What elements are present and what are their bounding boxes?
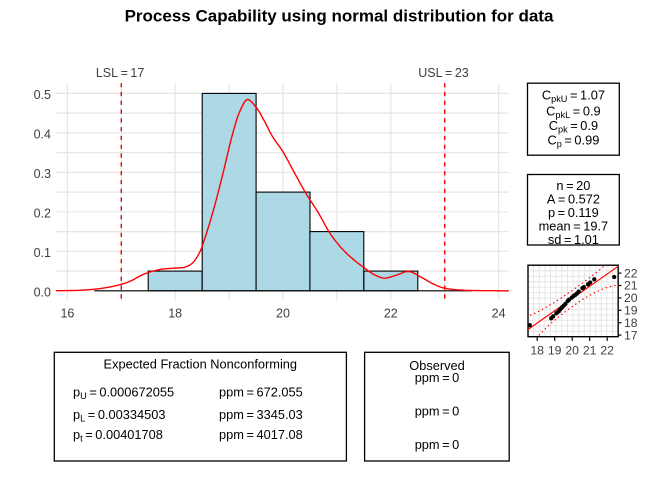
svg-text:0.1: 0.1 [34, 246, 51, 260]
svg-text:18: 18 [530, 343, 544, 357]
svg-text:A = 0.572: A = 0.572 [547, 192, 600, 207]
svg-text:ppm = 4017.08: ppm = 4017.08 [219, 427, 303, 442]
svg-text:ppm = 0: ppm = 0 [415, 370, 460, 385]
svg-text:Cp = 0.99: Cp = 0.99 [547, 132, 599, 149]
svg-text:ppm = 0: ppm = 0 [415, 437, 460, 452]
svg-text:0.3: 0.3 [34, 167, 51, 181]
svg-text:16: 16 [60, 307, 74, 321]
svg-text:ppm = 672.055: ppm = 672.055 [219, 384, 303, 399]
svg-text:22: 22 [384, 307, 398, 321]
svg-text:sd = 1.01: sd = 1.01 [548, 232, 599, 247]
svg-text:pU = 0.000672055: pU = 0.000672055 [73, 384, 174, 401]
svg-text:20: 20 [624, 291, 638, 305]
svg-text:ppm = 3345.03: ppm = 3345.03 [219, 407, 303, 422]
svg-text:Expected Fraction Nonconformin: Expected Fraction Nonconforming [104, 357, 297, 372]
svg-text:USL = 23: USL = 23 [418, 66, 469, 80]
svg-text:p = 0.119: p = 0.119 [548, 205, 599, 220]
svg-text:22: 22 [600, 343, 614, 357]
svg-text:21: 21 [583, 343, 597, 357]
svg-text:pL = 0.00334503: pL = 0.00334503 [73, 407, 165, 424]
svg-text:19: 19 [548, 343, 562, 357]
svg-text:21: 21 [624, 279, 638, 293]
svg-text:n = 20: n = 20 [556, 178, 590, 193]
svg-text:pt = 0.00401708: pt = 0.00401708 [73, 427, 163, 444]
svg-text:20: 20 [565, 343, 579, 357]
svg-text:LSL = 17: LSL = 17 [96, 66, 144, 80]
svg-text:0.2: 0.2 [34, 206, 51, 220]
svg-text:Process Capability using norma: Process Capability using normal distribu… [125, 7, 554, 26]
svg-text:18: 18 [168, 307, 182, 321]
svg-text:0.5: 0.5 [34, 88, 51, 102]
svg-text:mean = 19.7: mean = 19.7 [539, 219, 609, 234]
svg-text:24: 24 [492, 307, 506, 321]
svg-text:0.4: 0.4 [34, 127, 51, 141]
svg-text:0.0: 0.0 [34, 285, 51, 299]
svg-text:Observed: Observed [409, 358, 464, 373]
svg-text:20: 20 [276, 307, 290, 321]
svg-text:19: 19 [624, 304, 638, 318]
svg-text:22: 22 [624, 266, 638, 280]
svg-text:18: 18 [624, 316, 638, 330]
svg-text:ppm = 0: ppm = 0 [415, 403, 460, 418]
svg-text:17: 17 [624, 328, 638, 342]
